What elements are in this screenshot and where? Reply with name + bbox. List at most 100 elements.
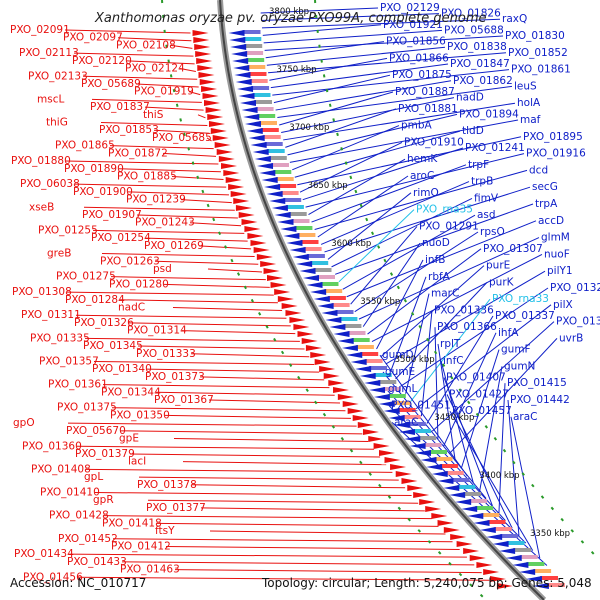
gene-arrow-reverse — [323, 373, 340, 379]
gene-arrow-forward — [492, 541, 509, 547]
left-connector — [137, 345, 305, 350]
gene-arrow-forward — [337, 338, 354, 344]
right-gene-label: nuoF — [544, 248, 570, 260]
feature-block — [317, 275, 335, 279]
left-gene-label: PXO_01335 — [30, 332, 90, 344]
right-connector — [400, 287, 549, 387]
feature-block — [506, 541, 525, 545]
gene-arrow-reverse — [368, 436, 385, 442]
right-gene-label: PXO_01415 — [507, 377, 567, 389]
feature-block — [418, 436, 437, 440]
gene-arrow-forward — [398, 429, 415, 435]
feature-block — [429, 450, 447, 454]
gene-arrow-forward — [264, 184, 281, 190]
gene-arrow-reverse — [285, 310, 302, 316]
left-gene-label: PXO_01452 — [58, 533, 118, 545]
gene-arrow-forward — [243, 114, 260, 120]
right-gene-label: PXO_01921 — [383, 19, 443, 31]
left-gene-label: PXO_05689 — [81, 78, 141, 90]
left-gene-label: psd — [153, 263, 172, 275]
gene-arrow-forward — [283, 233, 300, 239]
right-gene-label: leuS — [514, 80, 537, 92]
kbp-tick-label: 3400 kbp — [480, 471, 520, 481]
feature-block — [331, 303, 350, 307]
gene-arrow-reverse — [333, 387, 350, 393]
right-connector — [371, 253, 543, 342]
right-gene-label: PXO_01442 — [510, 394, 570, 406]
left-connector — [83, 206, 235, 211]
right-gene-label: nadD — [456, 92, 484, 104]
gene-arrow-reverse — [293, 324, 310, 330]
right-gene-label: PXO_01910 — [404, 136, 464, 148]
gene-arrow-forward — [246, 128, 263, 134]
right-gene-label: PXO_01838 — [447, 41, 507, 53]
right-gene-label: aroC — [410, 170, 434, 182]
right-gene-label: raxQ — [502, 13, 527, 25]
feature-block — [255, 107, 274, 111]
gene-arrow-forward — [303, 275, 319, 281]
left-gene-label: PXO_01456 — [23, 571, 83, 583]
right-connector — [324, 186, 531, 253]
left-gene-label: PXO_01275 — [56, 271, 116, 283]
gene-arrow-reverse — [443, 527, 460, 533]
right-gene-label: secG — [532, 181, 558, 193]
left-gene-label: PXO_01254 — [91, 232, 151, 244]
left-gene-label: PXO_01900 — [73, 186, 133, 198]
left-gene-label: PXO_01408 — [31, 463, 91, 475]
left-connector — [76, 445, 375, 450]
feature-block — [500, 534, 519, 538]
right-gene-label: gumE — [385, 366, 415, 378]
gene-arrow-reverse — [425, 506, 442, 512]
gene-arrow-reverse — [247, 233, 264, 239]
gene-arrow-forward — [341, 345, 358, 351]
left-gene-label: PXO_01378 — [137, 479, 197, 491]
right-connector — [338, 209, 415, 283]
left-connector — [155, 391, 335, 396]
gene-arrow-forward — [254, 156, 271, 162]
right-connector — [273, 74, 391, 104]
right-gene-label: gumF — [501, 344, 531, 356]
left-gene-label: PXO_01872 — [108, 147, 168, 159]
left-gene-label: PXO_01284 — [65, 294, 125, 306]
feature-block — [440, 464, 459, 468]
left-connector — [146, 368, 320, 373]
right-gene-label: dcd — [529, 164, 548, 176]
left-connector — [75, 314, 287, 319]
right-gene-label: trpF — [468, 159, 489, 171]
feature-block — [285, 205, 304, 209]
feature-block — [260, 128, 279, 132]
feature-block — [245, 51, 264, 55]
left-connector — [93, 360, 315, 365]
left-gene-label: ftsY — [155, 525, 175, 537]
right-gene-label: gumD — [382, 349, 414, 361]
right-gene-label: nuoD — [422, 237, 450, 249]
gene-arrow-reverse — [496, 583, 513, 589]
left-gene-label: nadC — [118, 302, 145, 314]
left-gene-label: PXO_01373 — [145, 371, 205, 383]
feature-block — [294, 226, 313, 230]
gene-arrow-forward — [274, 212, 291, 218]
left-gene-label: PXO_01340 — [92, 363, 152, 375]
gene-arrow-reverse — [437, 520, 454, 526]
gene-arrow-reverse — [204, 100, 220, 106]
left-gene-label: lacI — [128, 456, 146, 468]
left-connector — [174, 569, 482, 574]
right-gene-label: PXO_01852 — [508, 47, 568, 59]
gene-arrow-forward — [292, 254, 309, 260]
kbp-tick-label: 3800 kbp — [269, 7, 309, 17]
gene-arrow-forward — [289, 247, 306, 253]
feature-block — [278, 184, 297, 188]
right-connector — [379, 354, 468, 477]
feature-block — [310, 261, 329, 265]
left-connector — [181, 330, 296, 335]
right-connector — [327, 192, 412, 260]
right-gene-label: trpA — [535, 198, 558, 210]
right-connector — [410, 298, 491, 402]
left-connector — [103, 515, 432, 520]
left-gene-label: PXO_01919 — [134, 86, 194, 98]
gene-arrow-reverse — [342, 401, 359, 407]
left-connector — [118, 168, 221, 173]
right-gene-label: araC — [513, 411, 538, 423]
right-gene-label: tldD — [462, 125, 484, 137]
left-connector — [121, 561, 475, 566]
